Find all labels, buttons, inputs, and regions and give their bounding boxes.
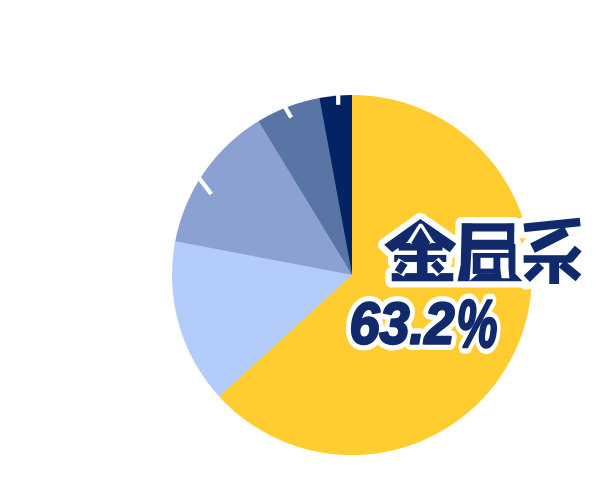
svg-text:63.2: 63.2 <box>350 291 455 356</box>
svg-text:%: % <box>457 286 498 362</box>
svg-text:%: % <box>457 286 498 362</box>
svg-text:63.2: 63.2 <box>350 291 455 356</box>
